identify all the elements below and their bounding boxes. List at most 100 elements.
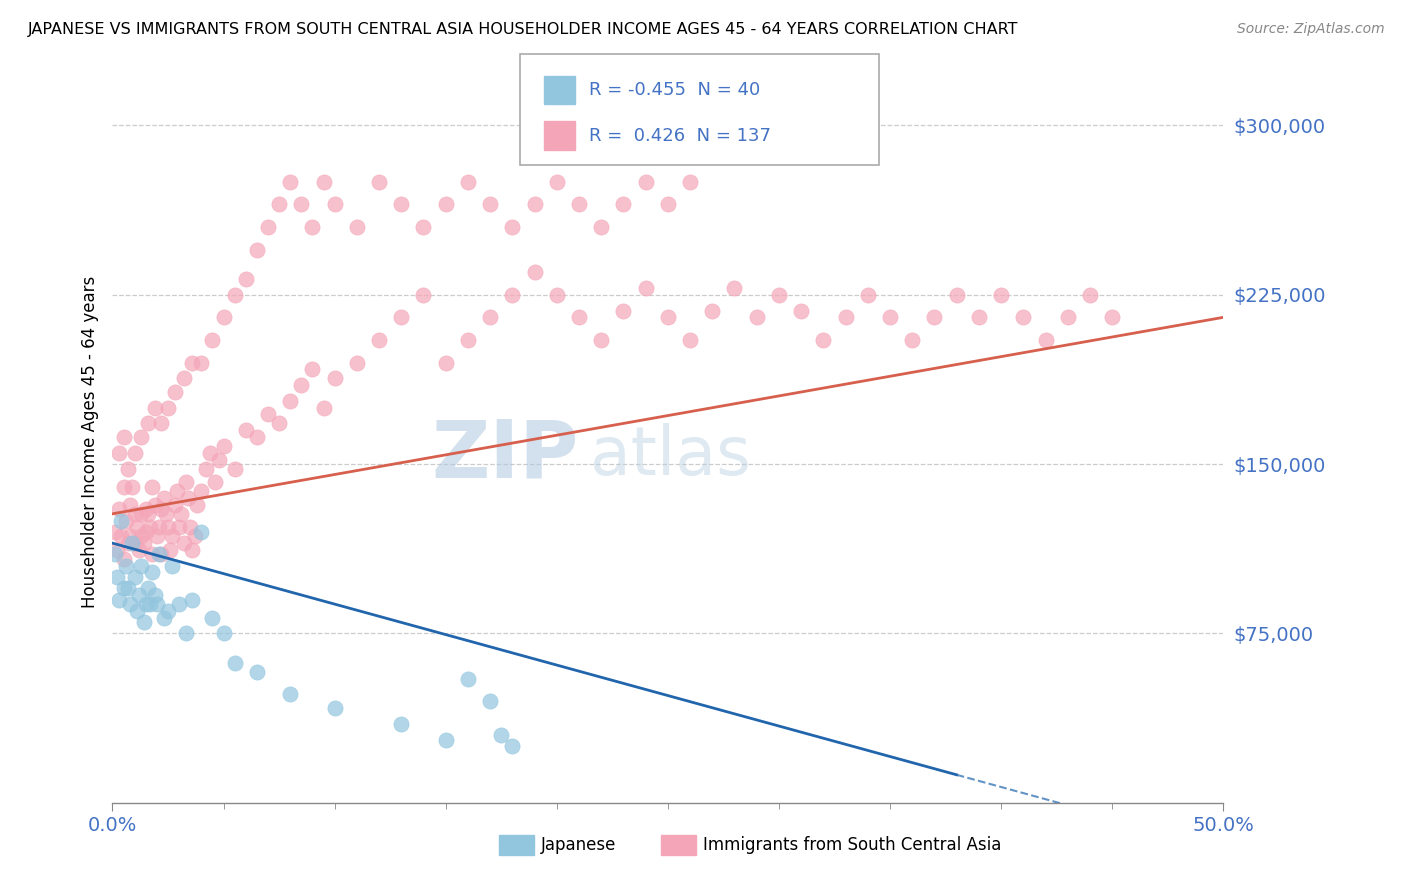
Point (657, 310, 679, 325)
Point (457, 672, 479, 686)
Point (346, 355, 368, 369)
Point (257, 408, 280, 422)
Point (457, 333, 479, 347)
Point (136, 507, 159, 521)
Point (523, 197, 546, 211)
Point (135, 524, 157, 539)
Point (181, 542, 204, 557)
Point (174, 626, 197, 640)
Point (143, 498, 166, 512)
Point (501, 739, 523, 754)
Point (159, 542, 181, 557)
Point (591, 220, 613, 235)
Point (208, 452, 231, 467)
Point (634, 281, 657, 295)
Point (163, 384, 186, 399)
Point (166, 484, 188, 499)
Y-axis label: Householder Income Ages 45 - 64 years: Householder Income Ages 45 - 64 years (80, 276, 98, 607)
Point (634, 175, 657, 189)
Point (204, 475, 226, 490)
Point (278, 175, 301, 189)
Point (173, 371, 195, 385)
Point (155, 507, 177, 521)
Point (170, 507, 193, 521)
Text: R =  0.426  N = 137: R = 0.426 N = 137 (589, 127, 770, 145)
Point (167, 597, 190, 611)
Point (479, 310, 502, 325)
Point (246, 665, 269, 679)
Point (368, 333, 391, 347)
Point (146, 597, 169, 611)
Point (108, 592, 131, 607)
Point (479, 694, 502, 708)
Point (523, 265, 546, 279)
Point (131, 558, 153, 573)
Point (131, 529, 153, 543)
Point (131, 507, 153, 521)
Point (190, 355, 212, 369)
Point (412, 220, 434, 235)
Point (212, 439, 235, 453)
Point (924, 310, 946, 325)
Point (120, 597, 142, 611)
Point (177, 491, 200, 505)
Point (143, 401, 166, 415)
Point (679, 175, 702, 189)
Point (112, 480, 135, 494)
Point (745, 310, 768, 325)
Point (105, 570, 128, 584)
Point (568, 310, 591, 325)
Text: Japanese: Japanese (541, 836, 617, 854)
Point (181, 355, 204, 369)
Point (768, 287, 790, 301)
Point (501, 220, 523, 235)
Point (139, 597, 162, 611)
Point (723, 281, 745, 295)
Point (194, 461, 217, 475)
Point (162, 529, 184, 543)
Point (112, 582, 135, 596)
Point (132, 536, 155, 550)
Point (790, 303, 813, 318)
Point (148, 520, 170, 534)
Point (389, 716, 412, 731)
Point (224, 656, 246, 670)
Point (434, 355, 457, 369)
Point (368, 175, 391, 189)
Point (112, 430, 135, 444)
Point (568, 197, 591, 211)
Point (278, 393, 301, 408)
Point (157, 604, 180, 618)
Point (856, 287, 879, 301)
Point (546, 287, 568, 301)
Point (157, 401, 180, 415)
Point (479, 197, 502, 211)
Point (141, 548, 163, 562)
Point (434, 197, 457, 211)
Text: R = -0.455  N = 40: R = -0.455 N = 40 (589, 81, 761, 99)
Point (834, 310, 856, 325)
Point (246, 430, 269, 444)
Point (132, 615, 155, 630)
Point (190, 524, 212, 539)
Point (186, 498, 208, 512)
Point (135, 597, 157, 611)
Point (152, 491, 174, 505)
Point (489, 728, 512, 742)
Point (183, 529, 205, 543)
Point (150, 548, 173, 562)
Point (150, 417, 173, 431)
Point (105, 542, 128, 557)
Point (389, 197, 412, 211)
Point (124, 536, 146, 550)
Point (128, 588, 150, 602)
Point (146, 529, 169, 543)
Point (128, 542, 150, 557)
Point (150, 502, 173, 516)
Point (141, 480, 163, 494)
Point (702, 303, 724, 318)
Point (212, 626, 235, 640)
Point (612, 197, 634, 211)
Point (141, 566, 163, 580)
Text: Source: ZipAtlas.com: Source: ZipAtlas.com (1237, 22, 1385, 37)
